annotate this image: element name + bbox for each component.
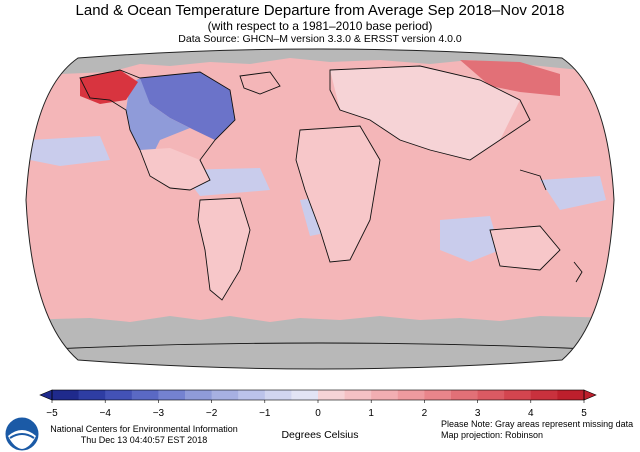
colorbar-cell (264, 390, 292, 400)
colorbar-min-arrow (39, 389, 53, 401)
colorbar-tick-label: −2 (205, 408, 218, 419)
colorbar-units: Degrees Celsius (281, 429, 359, 441)
colorbar-cell (318, 390, 346, 400)
land-africa (296, 126, 380, 262)
cool-anomaly-north-america (126, 78, 190, 160)
org-name: National Centers for Environmental Infor… (50, 424, 238, 434)
missing-data-arctic (60, 49, 580, 74)
colorbar-cell (557, 390, 585, 400)
colorbar-cell (78, 390, 106, 400)
colorbar-cell (158, 390, 186, 400)
missing-data-antarctic (26, 316, 614, 369)
land-eurasia (330, 66, 520, 160)
colorbar-cell (424, 390, 452, 400)
hot-anomaly-alaska (80, 70, 138, 104)
cool-anomaly-pacific (30, 136, 110, 166)
cool-anomaly-west-pacific (540, 176, 606, 210)
colorbar-cell (105, 390, 133, 400)
colorbar-tick-label: −5 (46, 408, 58, 419)
colorbar-tick-label: 5 (581, 408, 587, 419)
colorbar-tick-label: 2 (421, 408, 428, 419)
colorbar-cell (451, 390, 479, 400)
colorbar-cell (397, 390, 425, 400)
colorbar-cell (344, 390, 372, 400)
colorbar-tick-label: 1 (368, 408, 374, 419)
colorbar-cell (238, 390, 266, 400)
colorbar-cell (211, 390, 239, 400)
colorbar-tick-label: 3 (474, 408, 481, 419)
colorbar-cell (52, 390, 80, 400)
colorbar-tick-label: 4 (528, 408, 534, 419)
cool-anomaly-indian (440, 216, 500, 262)
projection-note: Map projection: Robinson (441, 430, 544, 440)
colorbar-cell (477, 390, 505, 400)
colorbar-max-arrow (583, 389, 597, 401)
land-australia (490, 226, 560, 270)
data-source: Data Source: GHCN–M version 3.3.0 & ERSS… (178, 33, 462, 45)
colorbar-cell (291, 390, 319, 400)
hot-anomaly-siberia (460, 60, 560, 96)
map-subtitle: (with respect to a 1981–2010 base period… (207, 19, 433, 33)
credit-block: National Centers for Environmental Infor… (44, 424, 244, 446)
colorbar-tick-label: −4 (99, 408, 111, 419)
land-north-america (140, 148, 210, 190)
colorbar-cell (530, 390, 558, 400)
colorbar-cell (504, 390, 532, 400)
colorbar-tick-label: 0 (315, 408, 321, 419)
timestamp: Thu Dec 13 04:40:57 EST 2018 (80, 435, 208, 445)
globe-outline (25, 48, 615, 370)
missing-data-note: Please Note: Gray areas represent missin… (441, 419, 634, 429)
colorbar-tick-label: −3 (152, 408, 165, 419)
colorbar-cell (371, 390, 399, 400)
cold-anomaly-canada (138, 72, 235, 140)
notes-block: Please Note: Gray areas represent missin… (441, 419, 636, 441)
colorbar-cell (131, 390, 159, 400)
colorbar-cell (185, 390, 213, 400)
coastlines (29, 65, 611, 351)
colorbar-tick-label: −1 (259, 408, 271, 419)
noaa-logo-icon (4, 416, 40, 452)
map-title: Land & Ocean Temperature Departure from … (75, 2, 565, 19)
